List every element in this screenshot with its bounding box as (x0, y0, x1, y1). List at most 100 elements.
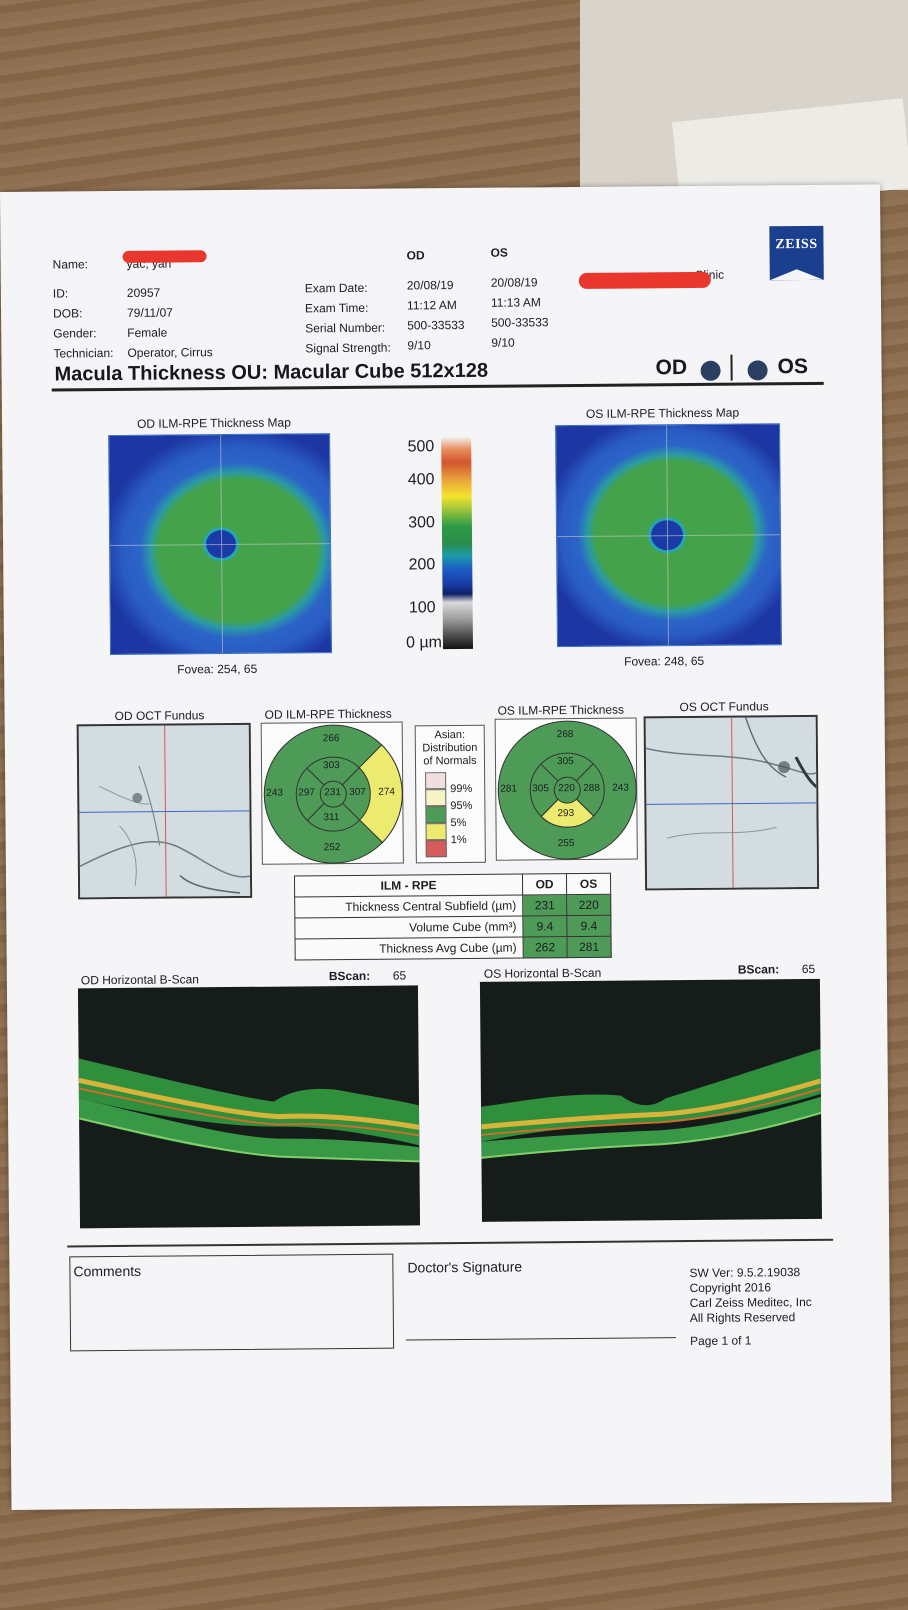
footer-rule (67, 1238, 834, 1248)
results-header-od: OD (522, 873, 567, 895)
legend-title-line-1: Asian: (434, 728, 466, 742)
od-badge: OD (655, 356, 688, 380)
zeiss-logo: ZEISS (769, 225, 824, 281)
signal-strength-label: Signal Strength: (305, 340, 391, 356)
os-etdrs-grid (497, 720, 637, 860)
os-sector-title: OS ILM-RPE Thickness (497, 702, 625, 718)
legend-level-1: 1% (450, 833, 467, 847)
clinic-redaction (578, 271, 711, 289)
results-header-label: ILM - RPE (294, 873, 523, 897)
od-serial-number: 500-33533 (407, 317, 465, 333)
os-fundus-title: OS OCT Fundus (679, 699, 769, 715)
legend-title-line-2: Distribution (422, 741, 478, 755)
od-column-header: OD (406, 248, 425, 263)
os-outer-left: 281 (500, 783, 517, 795)
row-label-volume-cube: Volume Cube (mm³) (294, 915, 524, 939)
os-badge: OS (777, 354, 808, 379)
legend-swatch-below-1 (425, 840, 447, 858)
legend-level-95: 95% (450, 799, 473, 813)
os-serial-number: 500-33533 (491, 315, 549, 330)
od-bscan-layers (78, 1058, 420, 1163)
os-oct-fundus-image (643, 714, 820, 891)
id-value: 20957 (126, 285, 161, 300)
results-header-os: OS (566, 873, 611, 895)
od-map-title: OD ILM-RPE Thickness Map (136, 415, 291, 431)
os-fovea-label: Fovea: 248, 65 (624, 653, 705, 669)
name-label: Name: (52, 257, 89, 272)
os-center: 220 (558, 783, 575, 795)
od-fovea-label: Fovea: 254, 65 (177, 661, 258, 677)
page-number: Page 1 of 1 (689, 1333, 752, 1349)
dob-value: 79/11/07 (126, 305, 173, 320)
scale-label-100: 100 (408, 599, 436, 617)
exam-date-label: Exam Date: (304, 280, 368, 296)
os-exam-date: 20/08/19 (490, 275, 538, 290)
od-inner-right: 307 (349, 786, 366, 798)
table-row: Thickness Central Subfield (µm) 231 220 (294, 894, 611, 918)
os-exam-time: 11:13 AM (490, 295, 541, 310)
row-od-volume-cube: 9.4 (522, 915, 568, 937)
od-outer-top: 266 (322, 733, 340, 745)
dob-label: DOB: (53, 306, 83, 321)
os-inner-top: 305 (556, 756, 574, 768)
row-od-avg-cube: 262 (523, 936, 568, 958)
od-fundus-vessels (78, 724, 253, 900)
od-outer-bottom: 252 (323, 842, 341, 854)
os-signal-strength: 9/10 (491, 335, 515, 350)
gender-label: Gender: (53, 326, 97, 341)
os-outer-bottom: 255 (557, 838, 575, 850)
os-bscan-number: 65 (801, 961, 816, 977)
od-bscan-number: 65 (392, 968, 407, 983)
signature-line (406, 1337, 677, 1341)
od-horizontal-bscan-image (77, 985, 421, 1229)
os-sector-box: 268 305 281 305 220 288 243 293 255 (494, 717, 638, 861)
row-od-central-subfield: 231 (522, 894, 567, 916)
name-redaction (122, 250, 207, 263)
results-table: ILM - RPE OD OS Thickness Central Subfie… (294, 873, 612, 961)
normals-legend: Asian: Distribution of Normals 99% 95% 5… (414, 724, 486, 864)
od-signal-strength: 9/10 (407, 338, 431, 353)
od-bscan-label: BScan: (328, 968, 371, 984)
od-outer-right: 274 (378, 786, 395, 798)
od-etdrs-grid (263, 724, 403, 864)
scale-label-0: 0 µm (405, 634, 443, 652)
os-eye-icon (747, 360, 768, 381)
os-inner-left: 305 (532, 783, 549, 795)
row-label-avg-cube: Thickness Avg Cube (µm) (295, 936, 524, 960)
technician-label: Technician: (53, 346, 114, 361)
os-inner-bottom: 293 (557, 808, 575, 820)
row-label-central-subfield: Thickness Central Subfield (µm) (294, 894, 523, 918)
scale-label-400: 400 (407, 471, 435, 489)
id-label: ID: (52, 286, 69, 301)
od-sector-title: OD ILM-RPE Thickness (264, 706, 392, 722)
doctor-signature-label: Doctor's Signature (407, 1258, 523, 1276)
os-inner-right: 288 (583, 782, 600, 794)
od-eye-icon (700, 360, 721, 381)
legend-swatch-above-99 (425, 772, 447, 790)
results-header-row: ILM - RPE OD OS (294, 873, 611, 897)
od-center: 231 (324, 787, 341, 799)
os-bscan-layers (480, 1048, 822, 1159)
os-fundus-vessels (645, 716, 820, 891)
copyright: Copyright 2016 (689, 1280, 772, 1296)
os-bscan-label: BScan: (737, 962, 780, 977)
od-inner-left: 297 (298, 787, 315, 799)
technician-value: Operator, Cirrus (127, 345, 213, 360)
od-oct-fundus-image (76, 722, 253, 900)
scale-label-200: 200 (408, 556, 436, 574)
exam-time-label: Exam Time: (304, 300, 369, 316)
report-title: Macula Thickness OU: Macular Cube 512x12… (54, 359, 489, 386)
legend-swatch-5-95 (425, 806, 447, 824)
report-page: Name: yac, yan ID: 20957 DOB: 79/11/07 G… (0, 184, 892, 1510)
gender-value: Female (127, 325, 168, 340)
os-thickness-map (555, 423, 782, 648)
table-row: Thickness Avg Cube (µm) 262 281 (295, 936, 612, 960)
os-map-title: OS ILM-RPE Thickness Map (585, 405, 740, 421)
od-exam-date: 20/08/19 (406, 278, 454, 293)
os-bscan-title: OS Horizontal B-Scan (483, 965, 602, 981)
badge-divider (730, 354, 733, 381)
od-bscan-title: OD Horizontal B-Scan (80, 972, 199, 988)
rights-reserved: All Rights Reserved (689, 1310, 796, 1326)
od-sector-box: 266 303 243 297 231 307 274 311 252 (260, 721, 404, 865)
legend-swatch-95-99 (425, 789, 447, 807)
